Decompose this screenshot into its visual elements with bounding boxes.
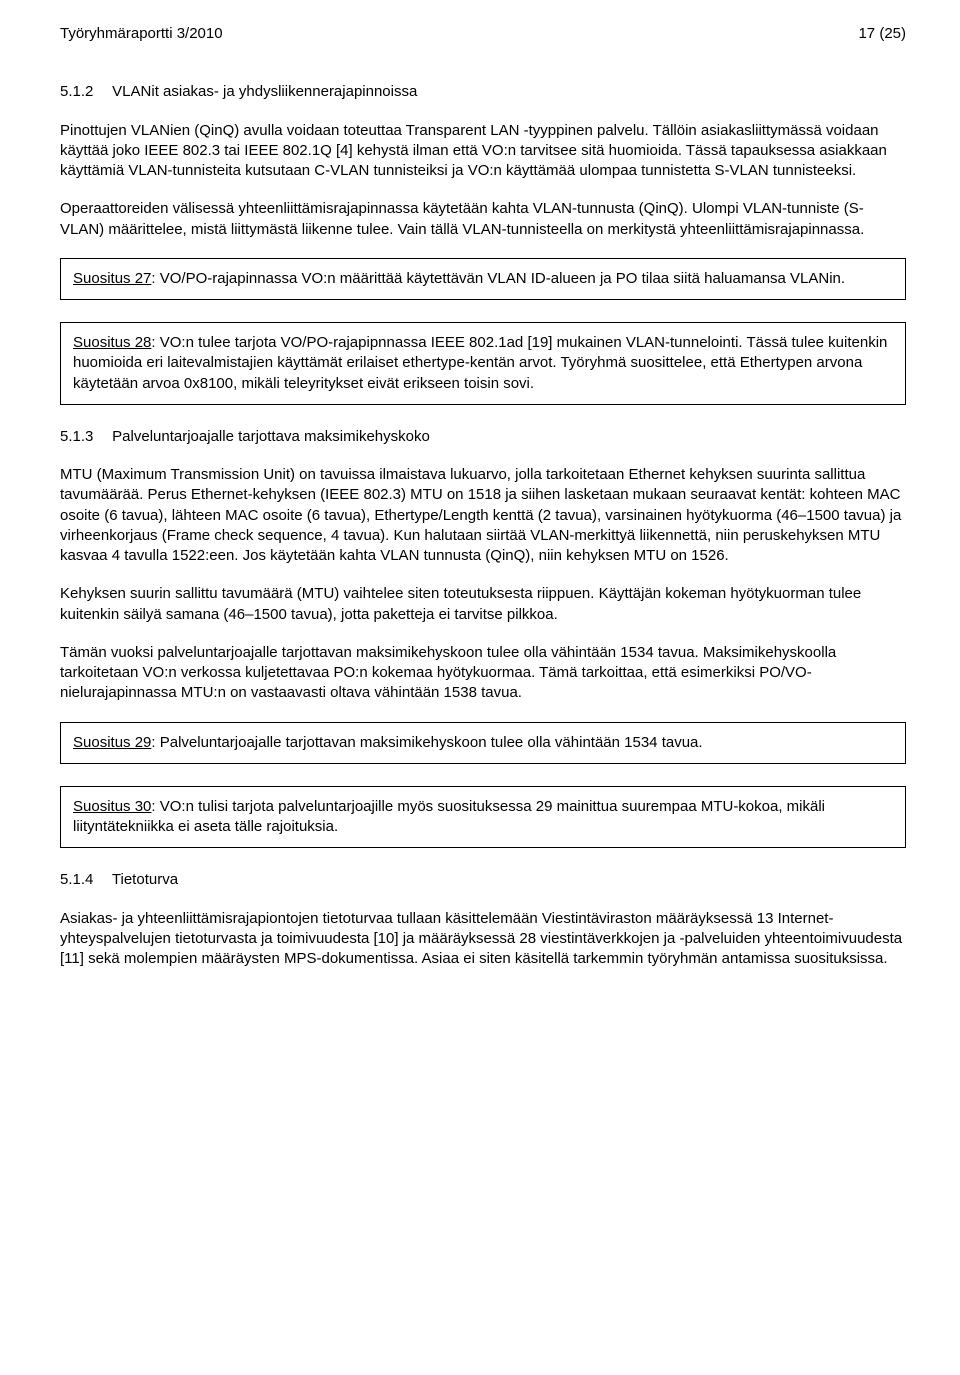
recommendation-label: Suositus 28 xyxy=(73,334,151,351)
recommendation-text: Suositus 28: VO:n tulee tarjota VO/PO-ra… xyxy=(73,333,893,394)
recommendation-text: Suositus 27: VO/PO-rajapinnassa VO:n mää… xyxy=(73,269,893,289)
paragraph: Operaattoreiden välisessä yhteenliittämi… xyxy=(60,199,906,240)
header-left: Työryhmäraportti 3/2010 xyxy=(60,24,223,44)
section-title: Palveluntarjoajalle tarjottava maksimike… xyxy=(112,428,430,445)
section-heading-5-1-2: 5.1.2 VLANit asiakas- ja yhdysliikennera… xyxy=(60,82,906,102)
recommendation-label: Suositus 29 xyxy=(73,734,151,751)
recommendation-body: : VO:n tulisi tarjota palveluntarjoajill… xyxy=(73,798,825,835)
paragraph: Kehyksen suurin sallittu tavumäärä (MTU)… xyxy=(60,584,906,625)
recommendation-box-27: Suositus 27: VO/PO-rajapinnassa VO:n mää… xyxy=(60,258,906,300)
recommendation-box-28: Suositus 28: VO:n tulee tarjota VO/PO-ra… xyxy=(60,322,906,405)
recommendation-body: : VO/PO-rajapinnassa VO:n määrittää käyt… xyxy=(151,270,845,287)
paragraph: Pinottujen VLANien (QinQ) avulla voidaan… xyxy=(60,121,906,182)
section-title: VLANit asiakas- ja yhdysliikennerajapinn… xyxy=(112,83,417,100)
recommendation-body: : Palveluntarjoajalle tarjottavan maksim… xyxy=(151,734,702,751)
paragraph: Asiakas- ja yhteenliittämisrajapiontojen… xyxy=(60,909,906,970)
recommendation-label: Suositus 30 xyxy=(73,798,151,815)
recommendation-label: Suositus 27 xyxy=(73,270,151,287)
paragraph: MTU (Maximum Transmission Unit) on tavui… xyxy=(60,465,906,566)
header-right: 17 (25) xyxy=(858,24,906,44)
recommendation-box-29: Suositus 29: Palveluntarjoajalle tarjott… xyxy=(60,722,906,764)
recommendation-text: Suositus 29: Palveluntarjoajalle tarjott… xyxy=(73,733,893,753)
section-number: 5.1.4 xyxy=(60,870,108,890)
recommendation-box-30: Suositus 30: VO:n tulisi tarjota palvelu… xyxy=(60,786,906,849)
page-header: Työryhmäraportti 3/2010 17 (25) xyxy=(60,24,906,44)
section-title: Tietoturva xyxy=(112,871,178,888)
document-page: Työryhmäraportti 3/2010 17 (25) 5.1.2 VL… xyxy=(0,0,960,1027)
section-number: 5.1.2 xyxy=(60,82,108,102)
section-heading-5-1-4: 5.1.4 Tietoturva xyxy=(60,870,906,890)
section-number: 5.1.3 xyxy=(60,427,108,447)
recommendation-body: : VO:n tulee tarjota VO/PO-rajapipnnassa… xyxy=(73,334,887,392)
recommendation-text: Suositus 30: VO:n tulisi tarjota palvelu… xyxy=(73,797,893,838)
section-heading-5-1-3: 5.1.3 Palveluntarjoajalle tarjottava mak… xyxy=(60,427,906,447)
paragraph: Tämän vuoksi palveluntarjoajalle tarjott… xyxy=(60,643,906,704)
